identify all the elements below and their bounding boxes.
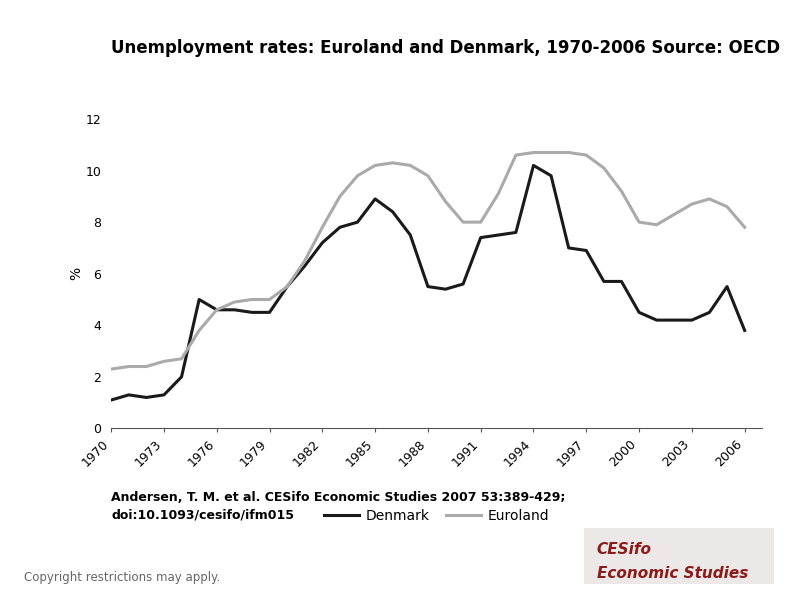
Text: CESifo: CESifo: [597, 542, 652, 557]
Text: Economic Studies: Economic Studies: [597, 566, 748, 581]
Text: Andersen, T. M. et al. CESifo Economic Studies 2007 53:389-429;: Andersen, T. M. et al. CESifo Economic S…: [111, 491, 565, 504]
Text: doi:10.1093/cesifo/ifm015: doi:10.1093/cesifo/ifm015: [111, 509, 294, 522]
Y-axis label: %: %: [69, 267, 83, 280]
Text: Copyright restrictions may apply.: Copyright restrictions may apply.: [24, 571, 220, 584]
Legend: Denmark, Euroland: Denmark, Euroland: [318, 503, 555, 528]
Text: Unemployment rates: Euroland and Denmark, 1970-2006 Source: OECD: Unemployment rates: Euroland and Denmark…: [111, 39, 781, 57]
